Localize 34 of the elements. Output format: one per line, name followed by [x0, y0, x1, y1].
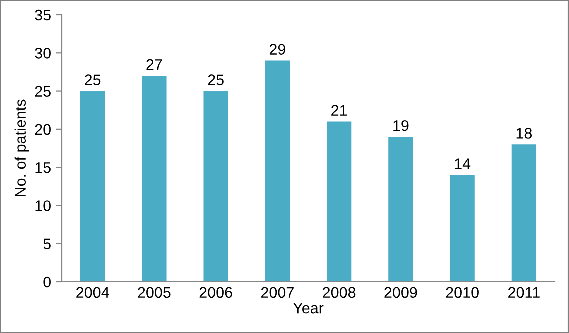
x-tick-label: 2011 — [508, 287, 540, 298]
y-tick-label: 35 — [35, 10, 51, 21]
x-tick-label: 2008 — [323, 287, 356, 298]
data-label: 25 — [85, 74, 101, 86]
y-tick-label: 10 — [36, 200, 51, 212]
y-tick-label: 25 — [35, 86, 51, 97]
bar — [450, 175, 475, 282]
data-label: 18 — [516, 128, 532, 139]
x-tick-label: 2006 — [200, 287, 232, 298]
data-label: 27 — [146, 59, 162, 70]
y-tick-label: 0 — [44, 276, 51, 288]
bar — [204, 91, 228, 282]
bar — [142, 76, 167, 282]
data-label: 19 — [394, 120, 409, 132]
x-tick-label: 2004 — [76, 287, 110, 298]
bar — [512, 144, 537, 282]
x-tick-label: 2010 — [446, 287, 479, 298]
bar — [388, 137, 414, 282]
data-label: 29 — [270, 44, 286, 55]
bar — [326, 122, 352, 282]
bar — [80, 91, 106, 282]
bar — [265, 60, 290, 282]
data-label: 25 — [208, 74, 224, 86]
data-label: 21 — [332, 105, 348, 116]
y-tick-label: 15 — [36, 162, 51, 174]
y-tick-label: 30 — [35, 48, 51, 59]
x-tick-label: 2007 — [261, 287, 294, 298]
x-axis-title: Year — [293, 303, 324, 314]
x-tick-label: 2009 — [384, 287, 418, 298]
y-axis-title: No. of patients — [14, 100, 30, 196]
x-tick-label: 2005 — [138, 287, 171, 298]
y-tick-label: 20 — [35, 124, 51, 136]
data-label: 14 — [455, 158, 471, 170]
y-tick-label: 5 — [44, 238, 51, 250]
